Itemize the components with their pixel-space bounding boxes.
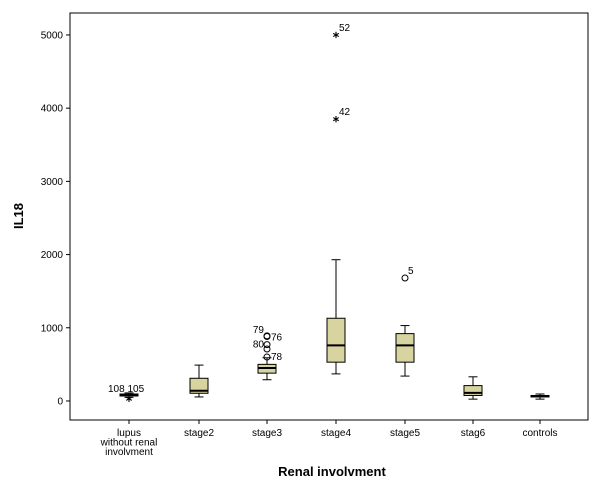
outlier-circle (263, 353, 271, 361)
y-tick-label: 1000 (41, 323, 64, 334)
y-axis: 0 1000 2000 3000 4000 5000 (41, 30, 70, 407)
box-iqr (463, 385, 483, 396)
box-5 (463, 376, 483, 400)
y-tick-label: 0 (57, 396, 63, 407)
box-1 (189, 364, 209, 398)
x-tick-label: lupus (117, 428, 141, 439)
outlier-circle (263, 345, 271, 353)
box-3: 52 42 (326, 23, 351, 375)
outlier-label: 78 (271, 352, 283, 363)
outlier-label: 42 (339, 107, 351, 118)
boxes: 108 105 79 76 80 78 52 42 5 (108, 23, 550, 402)
x-tick-label: stage5 (390, 428, 420, 439)
box-4: 5 (395, 266, 415, 377)
outlier-label: 80 (253, 340, 265, 351)
outlier-label: 79 (253, 325, 265, 336)
x-tick-label: stage3 (252, 428, 282, 439)
x-tick-label: without renal (100, 438, 158, 449)
outlier-label: 108 105 (108, 384, 145, 395)
y-tick-label: 5000 (41, 30, 64, 41)
x-tick-label: controls (522, 428, 557, 439)
outlier-circle (401, 274, 409, 282)
outlier-star (332, 115, 340, 123)
y-axis-title: IL18 (11, 203, 26, 229)
box-0: 108 105 (108, 384, 145, 402)
y-tick-label: 3000 (41, 177, 64, 188)
outlier-circle (263, 333, 271, 341)
outlier-label: 5 (408, 266, 414, 277)
box-iqr (395, 333, 415, 363)
outlier-star (125, 395, 133, 402)
outlier-circle (263, 341, 271, 349)
outlier-label: 52 (339, 23, 351, 34)
outlier-label: 76 (271, 333, 283, 344)
box-iqr (326, 317, 346, 363)
outlier-star (332, 31, 340, 39)
x-tick-label: stage2 (184, 428, 214, 439)
x-tick-label: involvment (105, 447, 153, 458)
x-axis-title: Renal involvment (278, 464, 386, 479)
y-tick-label: 2000 (41, 250, 64, 261)
x-tick-label: stag6 (461, 428, 486, 439)
box-iqr (189, 377, 209, 394)
box-6 (530, 393, 550, 400)
x-tick-label: stage4 (321, 428, 351, 439)
box-2: 79 76 80 78 (253, 325, 283, 381)
y-tick-label: 4000 (41, 104, 64, 115)
